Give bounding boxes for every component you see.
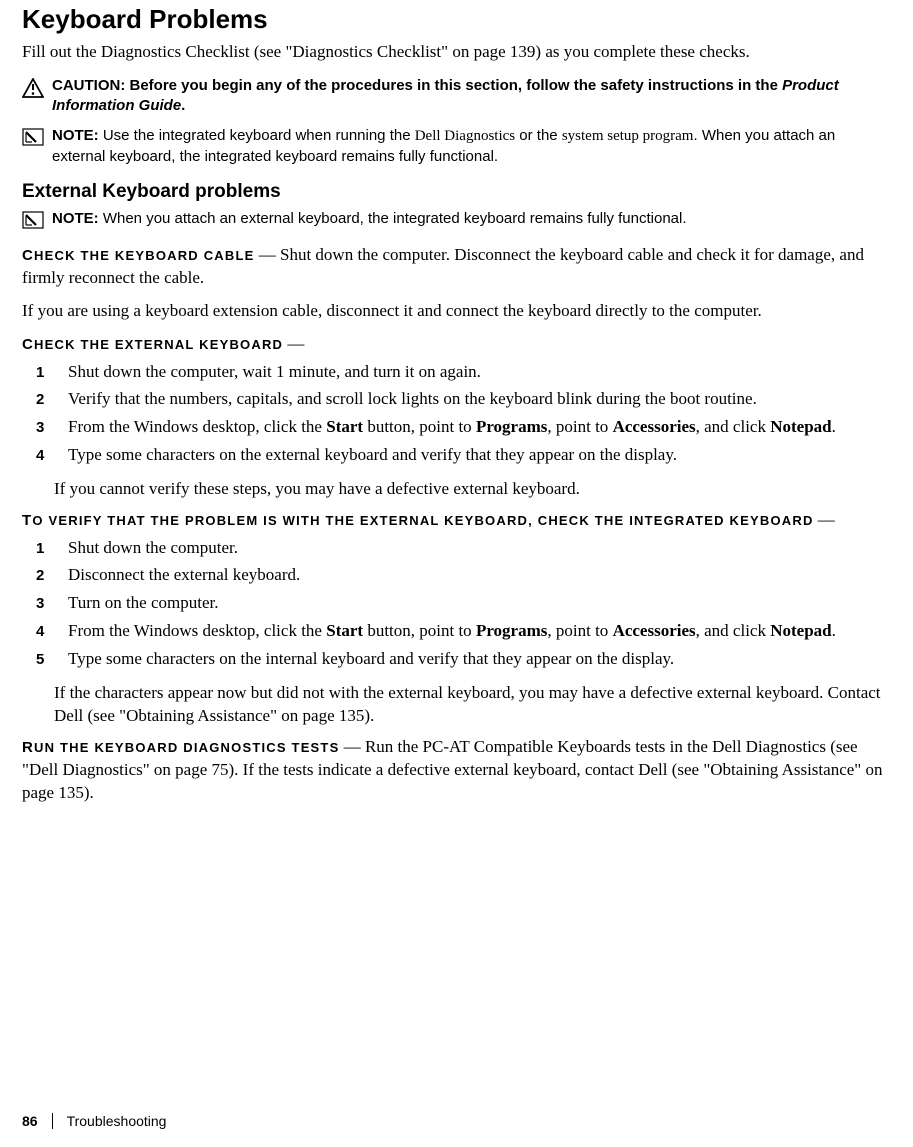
- intro-paragraph: Fill out the Diagnostics Checklist (see …: [22, 41, 891, 64]
- check-external-lead-para: CHECK THE EXTERNAL KEYBOARD —: [22, 333, 891, 356]
- page-footer: 86 Troubleshooting: [22, 1113, 166, 1129]
- check-external-lead: CHECK THE EXTERNAL KEYBOARD: [22, 337, 283, 352]
- list-item: Type some characters on the internal key…: [22, 647, 891, 671]
- caution-label: CAUTION:: [52, 77, 125, 94]
- steps-list-1: Shut down the computer, wait 1 minute, a…: [22, 360, 891, 467]
- run-tests-para: RUN THE KEYBOARD DIAGNOSTICS TESTS — Run…: [22, 736, 891, 805]
- check-cable-para: CHECK THE KEYBOARD CABLE — Shut down the…: [22, 244, 891, 290]
- step-follow-text: If the characters appear now but did not…: [54, 681, 891, 729]
- page-title: Keyboard Problems: [22, 4, 891, 35]
- note-icon: [22, 209, 52, 234]
- run-tests-lead: RUN THE KEYBOARD DIAGNOSTICS TESTS: [22, 740, 339, 755]
- caution-icon: [22, 76, 52, 103]
- footer-section: Troubleshooting: [67, 1113, 167, 1129]
- caution-text: CAUTION: Before you begin any of the pro…: [52, 76, 891, 117]
- note-icon: [22, 126, 52, 151]
- steps-list-2: Shut down the computer. Disconnect the e…: [22, 536, 891, 671]
- note-label: NOTE:: [52, 127, 99, 144]
- list-item: Verify that the numbers, capitals, and s…: [22, 387, 891, 411]
- page: Keyboard Problems Fill out the Diagnosti…: [0, 4, 913, 1147]
- page-number: 86: [22, 1113, 38, 1129]
- note-text-2: NOTE: When you attach an external keyboa…: [52, 209, 891, 229]
- note-callout-2: NOTE: When you attach an external keyboa…: [22, 209, 891, 234]
- extension-cable-para: If you are using a keyboard extension ca…: [22, 300, 891, 323]
- list-item: Turn on the computer.: [22, 591, 891, 615]
- list-item: Disconnect the external keyboard.: [22, 563, 891, 587]
- verify-lead-para: TO VERIFY THAT THE PROBLEM IS WITH THE E…: [22, 509, 891, 532]
- section-subheading: External Keyboard problems: [22, 181, 891, 203]
- list-item: From the Windows desktop, click the Star…: [22, 619, 891, 643]
- footer-divider: [52, 1113, 53, 1129]
- verify-lead: TO VERIFY THAT THE PROBLEM IS WITH THE E…: [22, 513, 814, 528]
- note-label: NOTE:: [52, 210, 99, 227]
- caution-callout: CAUTION: Before you begin any of the pro…: [22, 76, 891, 117]
- check-cable-lead: CHECK THE KEYBOARD CABLE: [22, 248, 255, 263]
- step-follow-text: If you cannot verify these steps, you ma…: [54, 477, 891, 501]
- note-text-1: NOTE: Use the integrated keyboard when r…: [52, 126, 891, 167]
- list-item: From the Windows desktop, click the Star…: [22, 415, 891, 439]
- list-item: Shut down the computer.: [22, 536, 891, 560]
- list-item: Type some characters on the external key…: [22, 443, 891, 467]
- note-callout-1: NOTE: Use the integrated keyboard when r…: [22, 126, 891, 167]
- list-item: Shut down the computer, wait 1 minute, a…: [22, 360, 891, 384]
